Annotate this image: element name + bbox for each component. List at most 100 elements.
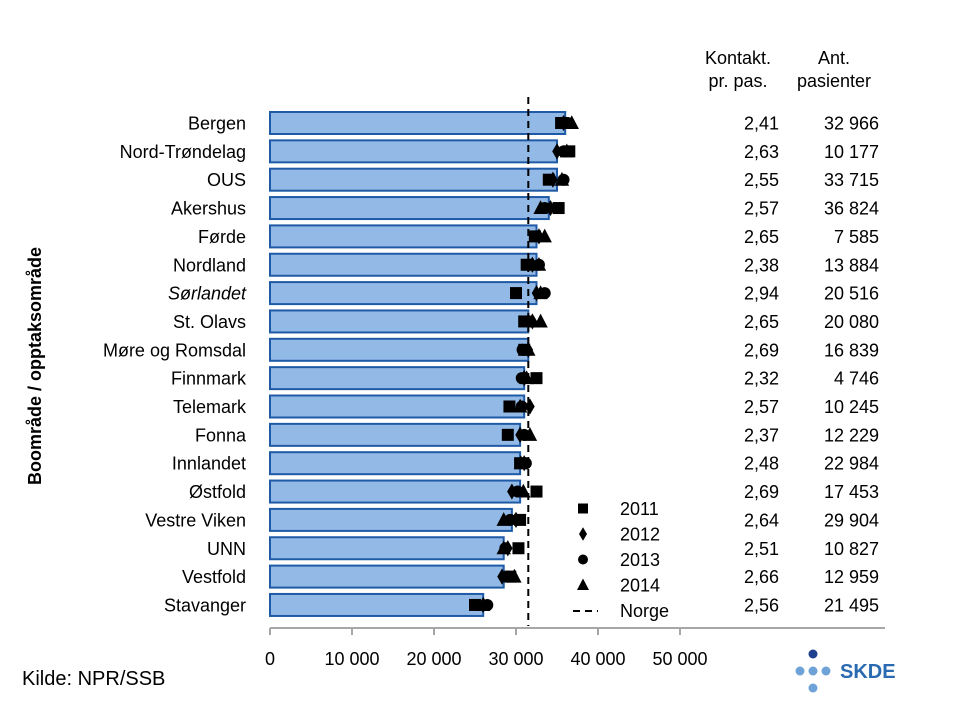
- marker-square: [501, 428, 514, 441]
- marker-square: [530, 485, 543, 498]
- bar: [269, 564, 505, 589]
- patient-count-value: 32 966: [824, 114, 879, 134]
- legend-marker-diamond: [579, 527, 587, 541]
- x-tick-label: 20 000: [406, 649, 461, 669]
- patient-count-value: 20 516: [824, 284, 879, 304]
- patient-count-value: 33 715: [824, 170, 879, 190]
- marker-triangle: [531, 256, 547, 271]
- marker-triangle: [537, 228, 552, 243]
- category-label: Nord-Trøndelag: [120, 142, 246, 162]
- patient-count-value: 29 904: [824, 510, 879, 530]
- category-labels: Bergen Nord-Trøndelag OUS Akershus Førde Nord…: [103, 114, 247, 616]
- marker-square: [512, 542, 525, 555]
- marker-square: [530, 372, 543, 385]
- contacts-per-patient-value: 2,57: [744, 199, 779, 219]
- marker-triangle: [533, 200, 548, 215]
- patient-count-value: 36 824: [824, 199, 879, 219]
- category-label: Møre og Romsdal: [103, 340, 246, 360]
- legend-label: 2014: [620, 576, 660, 596]
- contacts-per-patient-value: 2,51: [744, 539, 779, 559]
- marker-triangle: [496, 512, 511, 526]
- marker-triangle: [533, 313, 548, 328]
- patient-count-value: 21 495: [824, 595, 879, 615]
- marker-triangle: [554, 171, 570, 186]
- patient-count-value: 7 585: [834, 227, 879, 247]
- bars-group: [269, 111, 567, 617]
- logo-dot: [795, 666, 805, 676]
- markers-group: [469, 97, 579, 626]
- legend-marker-circle: [578, 554, 588, 565]
- bar: [269, 252, 538, 277]
- marker-triangle: [519, 370, 534, 385]
- x-tick-label: 10 000: [324, 649, 379, 669]
- contacts-per-patient-value: 2,66: [744, 567, 779, 587]
- bar: [269, 139, 558, 164]
- marker-triangle: [564, 115, 579, 129]
- bar: [269, 224, 538, 249]
- marker-triangle: [533, 285, 548, 300]
- patient-count-value: 10 827: [824, 539, 879, 559]
- bar: [269, 366, 526, 391]
- contacts-per-patient-value: 2,63: [744, 142, 779, 162]
- category-label: UNN: [207, 539, 246, 559]
- bar: [269, 536, 505, 561]
- logo-dot: [808, 683, 818, 693]
- marker-diamond: [548, 171, 558, 188]
- marker-triangle: [496, 540, 511, 555]
- marker-diamond: [531, 285, 542, 302]
- legend-label: 2012: [620, 525, 660, 545]
- logo-dot: [808, 666, 818, 676]
- marker-triangle: [559, 143, 575, 158]
- logo-dot: [808, 649, 818, 659]
- category-label: Innlandet: [172, 454, 246, 474]
- category-label: Telemark: [173, 397, 247, 417]
- bar: [269, 394, 526, 419]
- category-label: OUS: [207, 170, 246, 190]
- bar: [269, 196, 550, 221]
- legend-marker-square: [578, 503, 588, 514]
- logo-text: SKDE: [840, 661, 896, 683]
- marker-triangle: [507, 568, 522, 583]
- legend-marker-triangle: [577, 578, 589, 590]
- patient-count-value: 13 884: [824, 255, 879, 275]
- bar: [269, 507, 513, 532]
- marker-circle: [523, 315, 536, 328]
- category-label: Finnmark: [171, 369, 247, 389]
- bar: [269, 337, 530, 362]
- bar: [269, 451, 522, 476]
- category-label: Vestfold: [182, 567, 246, 587]
- value-table: 2,41 32 966 2,63 10 177 2,55 33 715 2,57 36 824…: [705, 48, 879, 615]
- logo-dot: [821, 666, 831, 676]
- marker-triangle: [522, 427, 538, 441]
- table-header-contacts: Kontakt.: [705, 48, 771, 68]
- category-label: Nordland: [173, 255, 246, 275]
- marker-triangle: [513, 455, 529, 470]
- category-label: Stavanger: [164, 595, 246, 615]
- marker-triangle: [512, 398, 528, 413]
- category-label: Bergen: [188, 114, 246, 134]
- contacts-per-patient-value: 2,69: [744, 482, 779, 502]
- marker-square: [510, 287, 522, 300]
- category-label: Sørlandet: [168, 284, 247, 304]
- legend: 2011 2012 2013 2014 Norge: [573, 499, 669, 621]
- category-label: Vestre Viken: [145, 510, 246, 530]
- legend-label: 2013: [620, 550, 660, 570]
- x-axis: 0 10 000 20 000 30 000 40 000 50 000: [265, 627, 885, 669]
- contacts-per-patient-value: 2,38: [744, 255, 779, 275]
- legend-label: 2011: [620, 499, 659, 519]
- category-label: St. Olavs: [173, 312, 246, 332]
- contacts-per-patient-value: 2,65: [744, 227, 779, 247]
- contacts-per-patient-value: 2,56: [744, 595, 779, 615]
- patient-count-value: 17 453: [824, 482, 879, 502]
- contacts-per-patient-value: 2,32: [744, 369, 779, 389]
- patient-count-value: 16 839: [824, 340, 879, 360]
- contacts-per-patient-value: 2,57: [744, 397, 779, 417]
- x-tick-label: 40 000: [570, 649, 625, 669]
- bar: [269, 592, 485, 617]
- patient-count-value: 20 080: [824, 312, 879, 332]
- marker-triangle: [516, 483, 531, 498]
- category-label: Førde: [198, 227, 246, 247]
- contacts-per-patient-value: 2,69: [744, 340, 779, 360]
- patient-count-value: 12 229: [824, 425, 879, 445]
